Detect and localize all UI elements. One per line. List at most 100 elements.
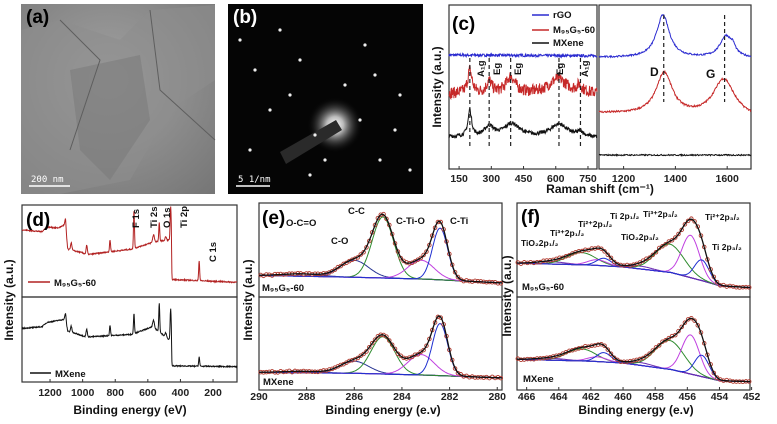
survey-subplot-frame <box>21 296 238 383</box>
sample-label: MXene <box>263 377 294 388</box>
x-axis-label-c: Raman shift (cm⁻¹) <box>546 182 654 196</box>
fit-component-line <box>259 259 502 284</box>
component-label: TiO₂2p₁/₂ <box>521 238 559 248</box>
y-axis-label-e: Intensity (a.u.) <box>241 259 255 340</box>
x-tick-label: 460 <box>614 391 632 403</box>
data-point-marker <box>653 345 659 350</box>
mode-label: A₁g <box>580 60 591 77</box>
data-point-marker <box>685 218 691 224</box>
fit-component-line <box>259 323 502 379</box>
x-tick-label: 150 <box>450 173 468 185</box>
x-tick-label: 462 <box>582 391 600 403</box>
data-point-marker <box>718 377 723 382</box>
data-point-marker <box>424 249 429 254</box>
x-tick-label: 450 <box>515 173 533 185</box>
raman-subplot-frame <box>598 4 752 170</box>
diffraction-spot <box>238 38 242 42</box>
diffraction-spot <box>288 93 292 97</box>
peak-label: Ti 2s <box>149 207 160 228</box>
data-point-marker <box>398 353 404 358</box>
data-point-marker <box>455 274 461 280</box>
series-line <box>598 14 752 59</box>
x-tick-label: 1200 <box>612 173 636 185</box>
x-tick-label: 1400 <box>664 173 688 185</box>
diffraction-spot <box>373 73 377 77</box>
fit-component-line <box>517 259 751 289</box>
diffraction-spot <box>278 28 282 32</box>
data-point-marker <box>392 346 398 352</box>
diffraction-spot <box>313 133 317 137</box>
diffraction-spot <box>398 93 402 97</box>
diffraction-spot <box>253 68 257 72</box>
diffraction-spot <box>323 158 327 162</box>
series-line <box>598 153 752 158</box>
panel-label-f: (f) <box>521 207 540 228</box>
series-line <box>448 51 598 59</box>
data-point-marker <box>361 250 366 255</box>
component-label: C-Ti-O <box>396 216 425 227</box>
plots: 150 300 450 600 750 1200 1400 1600 1200 1000 800 60… <box>21 4 761 403</box>
data-point-marker <box>418 349 424 355</box>
data-point-marker <box>608 255 614 261</box>
legend-label: M₉₅G₅-60 <box>553 25 595 36</box>
data-point-marker <box>647 351 652 356</box>
data-point-marker <box>692 219 697 224</box>
data-point-marker <box>615 357 620 363</box>
x-axis-label-e: Binding energy (e.v) <box>325 403 440 417</box>
diffraction-spot <box>358 118 362 122</box>
panel-label-d: (d) <box>26 210 50 231</box>
mode-label: Eg <box>513 63 524 75</box>
component-label: O-C=O <box>286 218 316 229</box>
legend-label: M₉₅G₅-60 <box>54 278 96 289</box>
fit-component-line <box>259 259 502 284</box>
x-tick-label: 456 <box>679 391 697 403</box>
x-tick-label: 452 <box>743 391 761 403</box>
data-point-marker <box>424 343 429 348</box>
data-point-marker <box>389 342 395 347</box>
sample-label: M₉₅G₅-60 <box>262 283 304 294</box>
fit-component-line <box>517 354 750 383</box>
scale-bar-label: 5 1/nm <box>238 175 271 185</box>
data-point-marker <box>602 249 607 254</box>
x-tick-label: 454 <box>711 391 729 403</box>
mode-label: Eg <box>492 63 503 75</box>
x-tick-label: 200 <box>204 387 222 399</box>
data-point-marker <box>341 261 346 267</box>
component-label: Ti 2p₁/₂ <box>610 211 640 221</box>
x-tick-label: 800 <box>106 387 124 399</box>
data-point-marker <box>656 245 662 251</box>
data-point-marker <box>653 250 659 255</box>
scale-bar-label: 200 nm <box>31 175 64 185</box>
data-point-marker <box>401 258 406 264</box>
peak-label: O 1s <box>162 207 173 228</box>
data-point-marker <box>676 231 681 237</box>
data-point-marker <box>689 216 694 221</box>
x-tick-label: 1600 <box>715 173 739 185</box>
y-axis-label-c: Intensity (a.u.) <box>430 46 444 127</box>
fit-subplot-frame <box>258 296 503 391</box>
component-label: Ti³⁺2p₃/₂ <box>643 209 678 219</box>
x-tick-label: 464 <box>550 391 568 403</box>
data-point-marker <box>714 279 720 285</box>
x-tick-label: 290 <box>250 391 268 403</box>
mode-label: Eg <box>555 63 566 75</box>
peak-label: Ti 2p <box>179 206 190 228</box>
component-label: Ti³⁺2p₁/₂ <box>550 228 585 238</box>
x-axis-label-d: Binding energy (eV) <box>73 403 186 417</box>
mode-label: A₁g <box>476 60 487 77</box>
x-tick-label: 466 <box>518 391 536 403</box>
data-point-marker <box>682 222 688 227</box>
component-label: Ti²⁺2p₃/₂ <box>705 212 740 222</box>
tem-image: 200 nm (a) <box>21 4 216 194</box>
diffraction-spot <box>343 83 347 87</box>
legend-label: MXene <box>553 38 584 49</box>
data-point-marker <box>605 347 611 352</box>
data-point-marker <box>676 328 681 334</box>
x-tick-label: 282 <box>441 391 459 403</box>
flake-edge <box>59 9 216 151</box>
fit-subplot-frame <box>516 296 751 391</box>
component-label: C-Ti <box>450 216 468 227</box>
diffraction-spot <box>268 108 272 112</box>
series-line <box>448 107 598 139</box>
